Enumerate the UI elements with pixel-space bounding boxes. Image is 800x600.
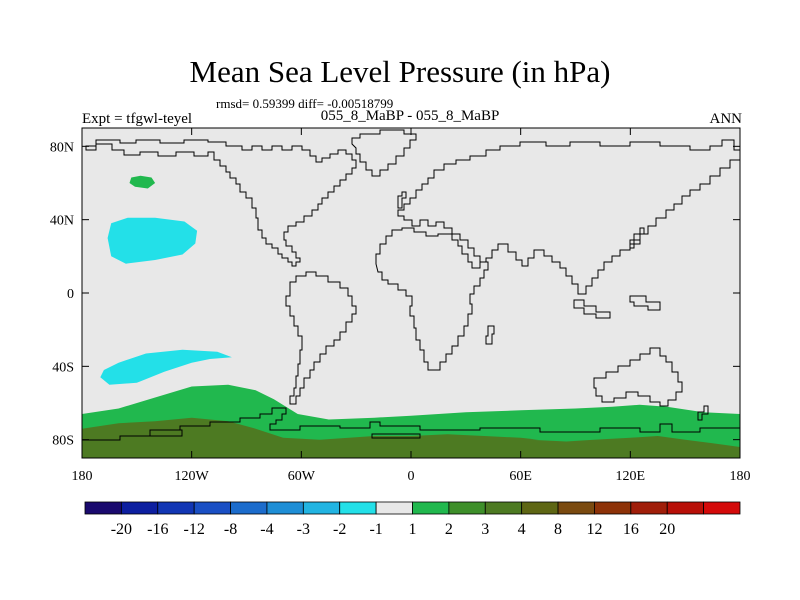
x-tick-label: 60E: [509, 469, 532, 484]
colorbar-label: -1: [369, 521, 382, 538]
coastline-layer: [82, 129, 741, 441]
colorbar-swatch: [630, 501, 668, 515]
experiment-label: Expt = tfgwl-teyel: [82, 111, 193, 127]
colorbar-swatch: [484, 501, 523, 515]
coastline-north-america: [85, 139, 357, 267]
colorbar-label: 3: [481, 521, 489, 538]
coastline-antarctic-shelf-weddell: [371, 433, 421, 439]
colorbar-label: 16: [623, 521, 639, 538]
coastline-madagascar: [485, 325, 495, 345]
x-tick-label: 0: [408, 469, 415, 484]
x-tick-label: 180: [730, 469, 751, 484]
colorbar-swatch: [302, 501, 341, 515]
colorbar-label: 4: [518, 521, 526, 538]
coastline-new-zealand: [697, 405, 709, 421]
coastline-greenland: [351, 129, 417, 177]
colorbar-swatch: [120, 501, 159, 515]
comparison-label: 055_8_MaBP - 055_8_MaBP: [320, 108, 500, 124]
colorbar-label: 2: [445, 521, 453, 538]
colorbar-label: -20: [111, 521, 132, 538]
y-tick-label: 40N: [50, 214, 74, 229]
y-tick-label: 80S: [52, 434, 74, 449]
colorbar-swatch: [266, 501, 304, 515]
colorbar-swatch: [412, 501, 450, 515]
colorbar-label: 8: [554, 521, 562, 538]
coastline-south-america: [285, 271, 357, 405]
colorbar: -20 -16 -12 -8 -4 -3 -2 -1 1 2 3 4 8 12 16 20: [84, 501, 741, 538]
stats-annotation: rmsd= 0.59399 diff= -0.00518799: [216, 96, 394, 111]
colorbar-swatch: [230, 501, 268, 515]
season-label: ANN: [709, 111, 743, 127]
colorbar-swatch: [84, 501, 122, 515]
colorbar-label: -3: [297, 521, 310, 538]
coastline-australia: [593, 347, 683, 407]
region-south-pacific-negative: [100, 349, 232, 385]
coastline-antarctic-shelf-ross: [149, 429, 183, 437]
colorbar-swatch: [521, 501, 559, 515]
colorbar-label: 12: [586, 521, 602, 538]
colorbar-swatch: [157, 501, 195, 515]
y-axis-ticks: 80N 40N 0 40S 80S: [50, 140, 740, 449]
colorbar-swatch: [448, 501, 486, 515]
y-tick-label: 80N: [50, 140, 74, 155]
y-tick-label: 40S: [52, 360, 74, 375]
coastline-antarctica: [82, 407, 740, 441]
x-axis-ticks: 180 120W 60W 0 60E 120E 180: [72, 128, 751, 484]
coastline-japan: [629, 227, 645, 249]
colorbar-swatch: [375, 501, 413, 515]
coastline-indonesia: [573, 299, 611, 319]
colorbar-label: 20: [659, 521, 675, 538]
colorbar-label: -4: [260, 521, 273, 538]
region-north-pacific-negative: [107, 217, 198, 264]
colorbar-swatch: [666, 501, 705, 515]
colorbar-swatch: [557, 501, 595, 515]
colorbar-swatch: [193, 501, 231, 515]
coastline-new-guinea: [629, 295, 661, 311]
colorbar-label: -12: [184, 521, 205, 538]
chart-title: Mean Sea Level Pressure (in hPa): [189, 54, 611, 89]
colorbar-label: -2: [333, 521, 346, 538]
colorbar-swatch: [339, 501, 377, 515]
colorbar-swatch: [594, 501, 632, 515]
x-tick-label: 120E: [616, 469, 646, 484]
y-tick-label: 0: [67, 287, 74, 302]
region-north-pacific-positive: [129, 175, 156, 189]
coastline-africa: [375, 227, 489, 371]
colorbar-label: -16: [147, 521, 168, 538]
x-tick-label: 120W: [175, 469, 210, 484]
coastline-uk: [397, 191, 407, 209]
colorbar-label: -8: [224, 521, 237, 538]
colorbar-label: 1: [409, 521, 417, 538]
x-tick-label: 60W: [288, 469, 316, 484]
x-tick-label: 180: [72, 469, 93, 484]
colorbar-swatch: [703, 501, 741, 515]
